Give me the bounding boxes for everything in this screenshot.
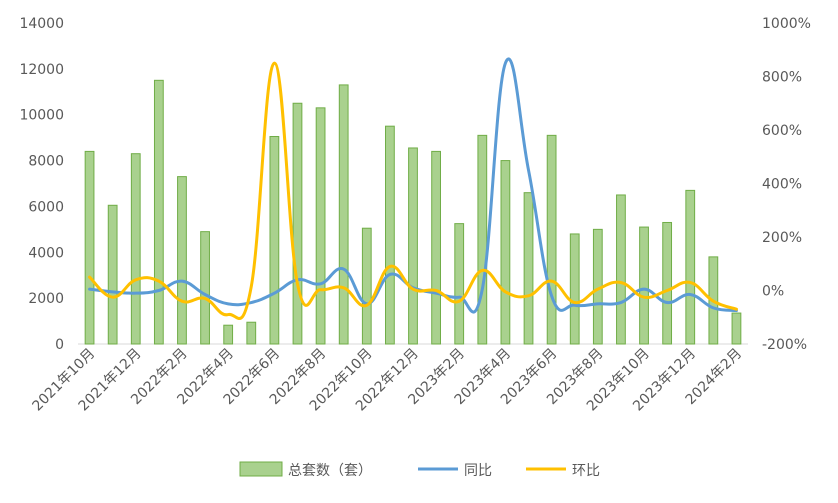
right-axis-tick-label: 0% — [762, 284, 784, 300]
bar — [177, 176, 187, 345]
line-series-yoy — [88, 57, 738, 314]
bar — [84, 150, 95, 345]
bar — [200, 231, 210, 345]
bar — [223, 324, 234, 345]
left-axis-tick-label: 6000 — [28, 199, 64, 215]
bar — [523, 192, 534, 345]
right-axis-tick-label: 800% — [762, 70, 802, 86]
bar — [685, 189, 696, 345]
legend-label-bar: 总套数（套） — [288, 463, 372, 479]
bar — [500, 160, 511, 345]
right-axis-tick-label: 1000% — [762, 16, 811, 32]
left-axis-ticks: 0 2000 4000 6000 8000 10000 12000 14000 — [19, 16, 64, 353]
left-axis-tick-label: 2000 — [28, 291, 64, 307]
legend-label-yoy: 同比 — [464, 463, 492, 479]
bar-series-total-sets — [84, 79, 742, 345]
x-axis-ticks: 2021年10月2021年12月2022年2月2022年4月2022年6月202… — [29, 346, 745, 415]
bar — [569, 233, 580, 345]
bar — [546, 134, 557, 345]
bar — [385, 125, 395, 345]
bar — [269, 135, 280, 345]
right-axis-tick-label: 400% — [762, 177, 802, 193]
bar — [477, 134, 488, 345]
line-series-group — [88, 57, 738, 320]
bar — [616, 194, 626, 345]
bar — [639, 226, 649, 345]
left-axis-tick-label: 10000 — [19, 108, 64, 124]
bar — [431, 150, 441, 345]
legend-label-mom: 环比 — [572, 463, 600, 479]
right-axis-tick-label: -200% — [762, 337, 807, 353]
right-axis-tick-label: 200% — [762, 230, 802, 246]
bar — [292, 102, 303, 345]
bar — [454, 223, 465, 345]
bar — [246, 321, 257, 345]
bar — [731, 312, 742, 345]
line-series-mom — [88, 61, 738, 320]
left-axis-tick-label: 4000 — [28, 245, 64, 261]
left-axis-tick-label: 14000 — [19, 16, 64, 32]
left-axis-tick-label: 8000 — [28, 154, 64, 170]
bar — [338, 84, 349, 345]
left-axis-tick-label: 0 — [55, 337, 64, 353]
bar — [107, 204, 118, 345]
bar — [662, 221, 673, 345]
bar — [153, 79, 164, 345]
left-axis-tick-label: 12000 — [19, 62, 64, 78]
bar — [408, 147, 418, 345]
bar — [361, 227, 372, 345]
legend: 总套数（套） 同比 环比 — [239, 461, 600, 479]
right-axis-ticks: -200% 0% 200% 400% 600% 800% 1000% — [762, 16, 811, 353]
bar — [315, 107, 326, 345]
right-axis-tick-label: 600% — [762, 123, 802, 139]
legend-swatch-bar — [239, 461, 283, 477]
bar — [130, 153, 141, 345]
